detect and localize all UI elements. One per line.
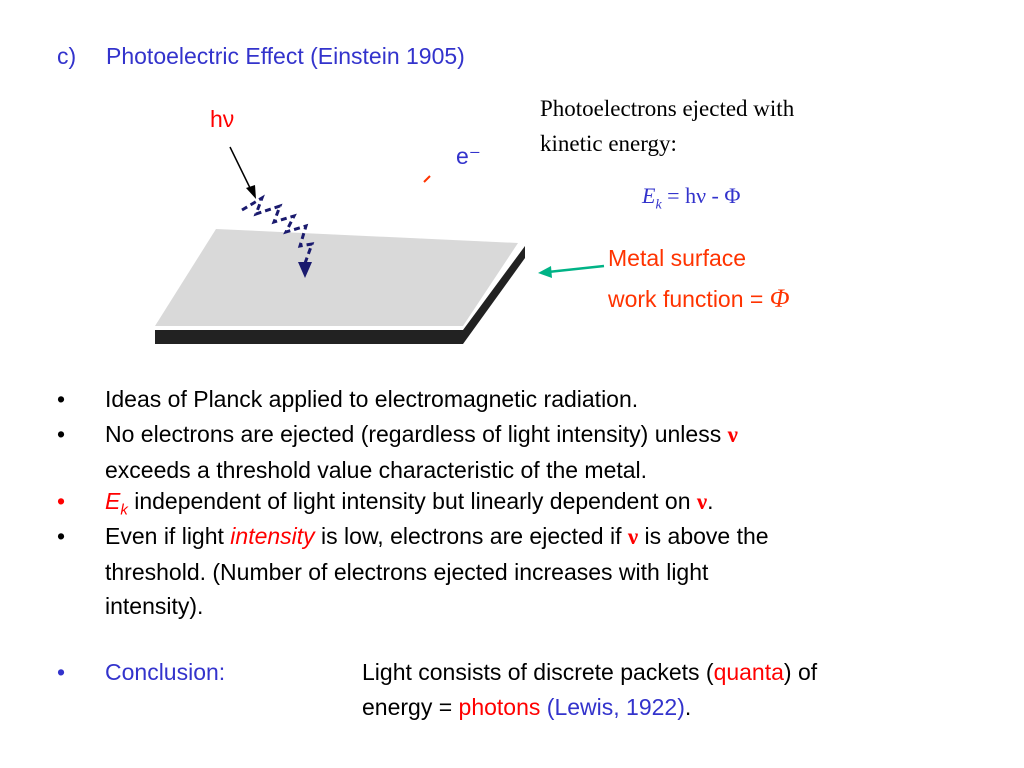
text-run: No electrons are ejected (regardless of … bbox=[105, 421, 728, 447]
text-run: . bbox=[684, 693, 692, 720]
text-run: Even if light bbox=[105, 523, 231, 549]
equation: Ek = hν - Φ bbox=[642, 183, 740, 213]
pointer-head bbox=[246, 185, 256, 199]
citation: (Lewis, 1922) bbox=[540, 693, 685, 720]
eq-symbol: E bbox=[642, 183, 656, 208]
emphasis: quanta bbox=[713, 659, 784, 685]
bullet-text: Ek independent of light intensity but li… bbox=[105, 484, 714, 528]
wave-head bbox=[298, 262, 312, 278]
heading-label: c) bbox=[57, 43, 77, 69]
text-run: intensity). bbox=[105, 593, 204, 619]
photon-label: hν bbox=[210, 106, 235, 132]
surface-arrow bbox=[547, 264, 605, 274]
bullet-text: No electrons are ejected (regardless of … bbox=[105, 417, 738, 487]
bullet-marker: • bbox=[57, 659, 66, 685]
nu-symbol: ν bbox=[696, 489, 708, 514]
text-run: is above the bbox=[638, 523, 769, 549]
text-run: is low, electrons are ejected if bbox=[314, 523, 628, 549]
plate-edge bbox=[155, 330, 463, 344]
ek-symbol: E bbox=[105, 488, 121, 514]
text-run: threshold. (Number of electrons ejected … bbox=[105, 558, 709, 585]
plate-side bbox=[463, 246, 525, 344]
caption-line: Photoelectrons ejected with bbox=[540, 96, 795, 121]
text-run: energy = bbox=[362, 693, 459, 720]
nu-symbol: ν bbox=[727, 422, 738, 447]
plate-top bbox=[155, 229, 518, 326]
bullet-marker: • bbox=[57, 386, 66, 412]
heading-title: Photoelectric Effect (Einstein 1905) bbox=[106, 43, 465, 69]
bullet-marker: • bbox=[57, 488, 66, 514]
surface-line: Metal surface bbox=[608, 245, 747, 271]
bullet-marker: • bbox=[57, 421, 66, 447]
electron-trace bbox=[423, 175, 431, 183]
emphasis: intensity bbox=[230, 523, 315, 549]
bullet-text: Even if light intensity is low, electron… bbox=[105, 519, 769, 624]
conclusion-text: Light consists of discrete packets (quan… bbox=[362, 655, 817, 724]
text-run: Light consists of discrete packets ( bbox=[362, 659, 714, 685]
photon-pointer bbox=[229, 146, 253, 193]
photon-wave bbox=[241, 194, 315, 267]
caption-line: kinetic energy: bbox=[540, 131, 677, 156]
text-run: independent of light intensity but linea… bbox=[127, 488, 697, 514]
eq-subscript: k bbox=[655, 197, 662, 213]
conclusion-label: Conclusion: bbox=[105, 659, 226, 685]
text-run: . bbox=[707, 488, 714, 514]
surface-text: work function = bbox=[608, 286, 770, 312]
diagram bbox=[155, 146, 605, 344]
bullet-text: Ideas of Planck applied to electromagnet… bbox=[105, 386, 639, 412]
emphasis: photons bbox=[458, 693, 541, 720]
bullet-marker: • bbox=[57, 523, 66, 549]
electron-label: e⁻ bbox=[456, 143, 481, 169]
text-run: exceeds a threshold value characteristic… bbox=[105, 456, 648, 483]
surface-arrow-head bbox=[538, 266, 552, 278]
ek-subscript: k bbox=[120, 501, 128, 519]
phi-symbol: Φ bbox=[769, 284, 790, 313]
surface-line: work function = Φ bbox=[608, 284, 790, 314]
text-run: ) of bbox=[783, 659, 818, 685]
eq-rhs: = hν - Φ bbox=[661, 183, 741, 208]
nu-symbol: ν bbox=[627, 524, 639, 549]
